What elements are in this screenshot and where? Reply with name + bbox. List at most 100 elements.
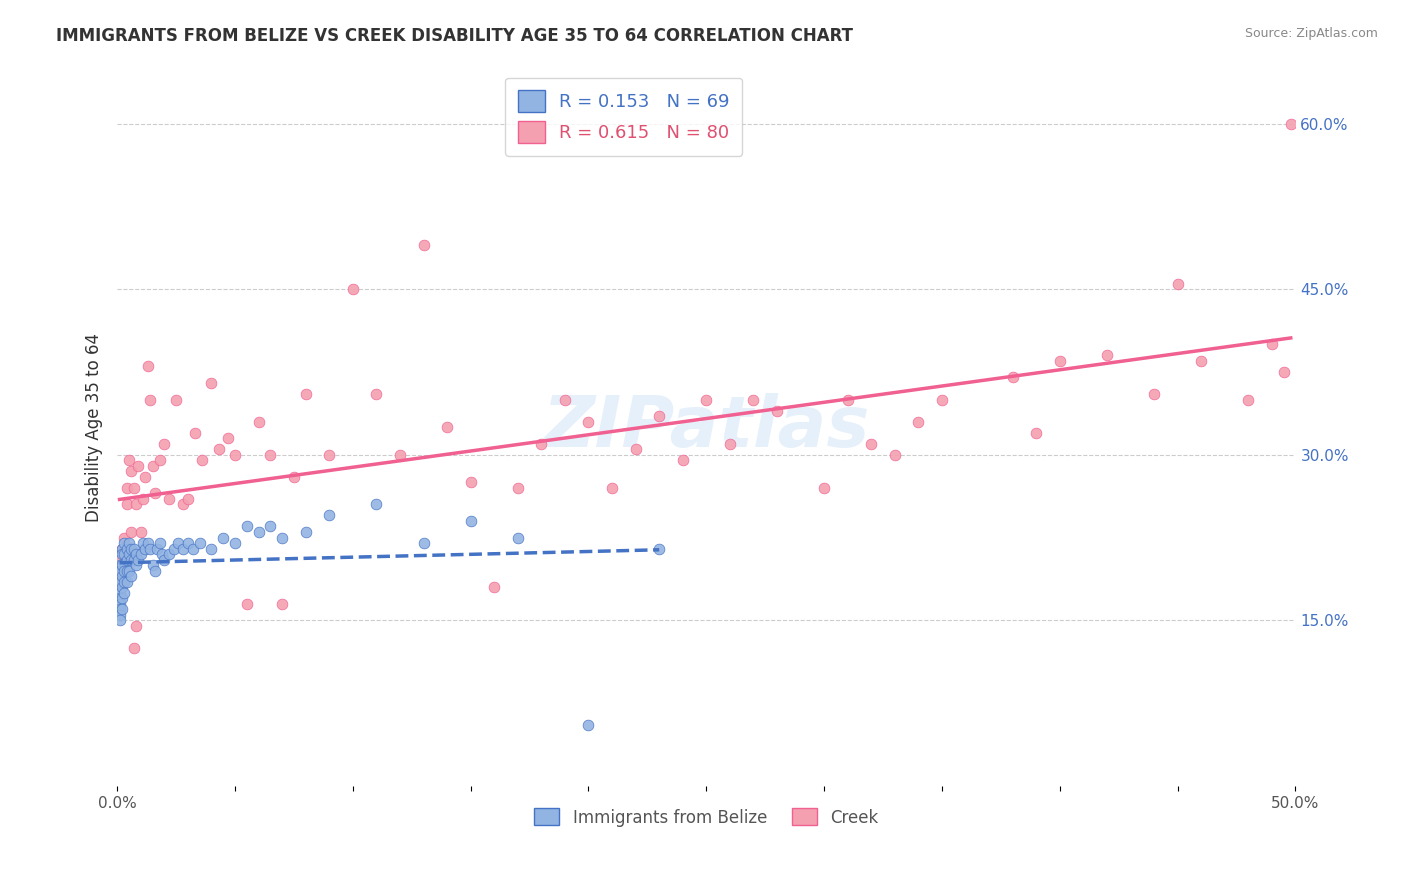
Point: [122, 640, 145, 655]
Point: [259, 519, 281, 533]
Point: [672, 453, 695, 467]
Point: [115, 552, 138, 566]
Point: [115, 574, 138, 589]
Point: [122, 481, 145, 495]
Point: [506, 481, 529, 495]
Point: [813, 481, 835, 495]
Point: [294, 524, 316, 539]
Point: [127, 552, 149, 566]
Point: [118, 547, 141, 561]
Point: [108, 574, 131, 589]
Point: [108, 564, 131, 578]
Point: [134, 470, 156, 484]
Point: [112, 547, 135, 561]
Point: [259, 448, 281, 462]
Point: [1279, 117, 1302, 131]
Point: [177, 536, 200, 550]
Point: [115, 497, 138, 511]
Point: [506, 531, 529, 545]
Point: [118, 536, 141, 550]
Point: [931, 392, 953, 407]
Point: [172, 497, 194, 511]
Point: [118, 547, 141, 561]
Point: [436, 420, 458, 434]
Point: [224, 448, 246, 462]
Point: [271, 597, 294, 611]
Point: [247, 415, 270, 429]
Point: [624, 442, 647, 457]
Point: [1025, 425, 1047, 440]
Point: [412, 238, 434, 252]
Point: [122, 552, 145, 566]
Point: [200, 541, 222, 556]
Point: [247, 524, 270, 539]
Point: [108, 558, 131, 573]
Point: [157, 547, 180, 561]
Point: [153, 552, 176, 566]
Point: [115, 541, 138, 556]
Point: [136, 536, 159, 550]
Point: [1095, 348, 1118, 362]
Legend: Immigrants from Belize, Creek: Immigrants from Belize, Creek: [526, 800, 887, 835]
Point: [236, 519, 259, 533]
Point: [188, 536, 211, 550]
Point: [108, 597, 131, 611]
Point: [111, 569, 134, 583]
Point: [883, 448, 905, 462]
Point: [578, 415, 600, 429]
Point: [271, 531, 294, 545]
Point: [111, 547, 134, 561]
Point: [342, 282, 364, 296]
Point: [136, 359, 159, 374]
Point: [600, 481, 623, 495]
Point: [111, 602, 134, 616]
Y-axis label: Disability Age 35 to 64: Disability Age 35 to 64: [86, 333, 103, 522]
Point: [143, 564, 166, 578]
Point: [177, 491, 200, 506]
Point: [153, 436, 176, 450]
Point: [224, 536, 246, 550]
Point: [125, 619, 148, 633]
Point: [207, 442, 229, 457]
Point: [108, 607, 131, 622]
Point: [125, 497, 148, 511]
Point: [181, 541, 204, 556]
Point: [366, 497, 388, 511]
Point: [907, 415, 929, 429]
Point: [118, 564, 141, 578]
Point: [122, 541, 145, 556]
Point: [149, 536, 172, 550]
Point: [860, 436, 883, 450]
Point: [695, 392, 717, 407]
Point: [412, 536, 434, 550]
Point: [139, 541, 162, 556]
Point: [366, 387, 388, 401]
Point: [236, 597, 259, 611]
Point: [112, 547, 135, 561]
Point: [578, 718, 600, 732]
Point: [127, 458, 149, 473]
Point: [318, 448, 340, 462]
Point: [554, 392, 576, 407]
Point: [143, 486, 166, 500]
Point: [837, 392, 859, 407]
Point: [120, 541, 142, 556]
Point: [167, 536, 190, 550]
Point: [718, 436, 741, 450]
Point: [108, 574, 131, 589]
Point: [149, 453, 172, 467]
Point: [294, 387, 316, 401]
Point: [115, 564, 138, 578]
Point: [125, 558, 148, 573]
Point: [134, 541, 156, 556]
Point: [108, 591, 131, 606]
Point: [484, 580, 506, 594]
Point: [1261, 337, 1284, 351]
Point: [1049, 354, 1071, 368]
Point: [112, 585, 135, 599]
Point: [150, 547, 173, 561]
Point: [1001, 370, 1024, 384]
Point: [191, 453, 214, 467]
Point: [108, 585, 131, 599]
Point: [129, 524, 152, 539]
